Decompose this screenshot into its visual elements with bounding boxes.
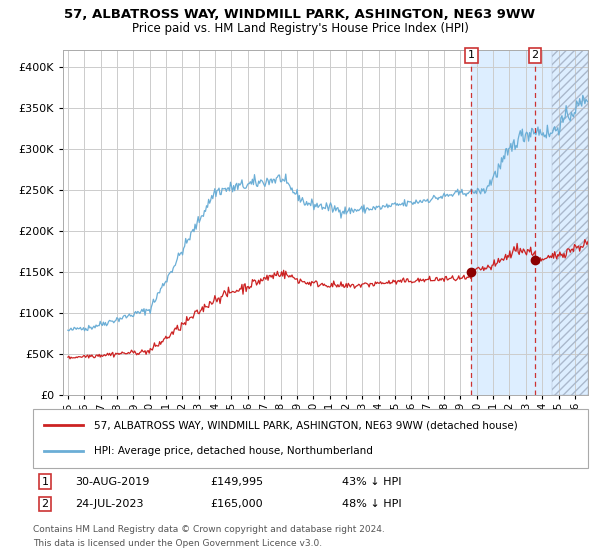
Text: 1: 1 bbox=[468, 50, 475, 60]
Bar bbox=[471, 50, 588, 395]
Text: Contains HM Land Registry data © Crown copyright and database right 2024.: Contains HM Land Registry data © Crown c… bbox=[33, 525, 385, 534]
Text: 57, ALBATROSS WAY, WINDMILL PARK, ASHINGTON, NE63 9WW: 57, ALBATROSS WAY, WINDMILL PARK, ASHING… bbox=[64, 8, 536, 21]
Text: 2: 2 bbox=[41, 499, 49, 509]
Bar bbox=[551, 50, 588, 395]
Text: 24-JUL-2023: 24-JUL-2023 bbox=[75, 499, 143, 509]
Text: 48% ↓ HPI: 48% ↓ HPI bbox=[342, 499, 401, 509]
Bar bbox=[551, 50, 588, 395]
Text: HPI: Average price, detached house, Northumberland: HPI: Average price, detached house, Nort… bbox=[94, 446, 373, 456]
Text: 43% ↓ HPI: 43% ↓ HPI bbox=[342, 477, 401, 487]
Text: 2: 2 bbox=[532, 50, 539, 60]
Text: £149,995: £149,995 bbox=[210, 477, 263, 487]
Text: This data is licensed under the Open Government Licence v3.0.: This data is licensed under the Open Gov… bbox=[33, 539, 322, 548]
FancyBboxPatch shape bbox=[33, 409, 588, 468]
Text: Price paid vs. HM Land Registry's House Price Index (HPI): Price paid vs. HM Land Registry's House … bbox=[131, 22, 469, 35]
Text: 30-AUG-2019: 30-AUG-2019 bbox=[75, 477, 149, 487]
Text: £165,000: £165,000 bbox=[210, 499, 263, 509]
Text: 1: 1 bbox=[41, 477, 49, 487]
Text: 57, ALBATROSS WAY, WINDMILL PARK, ASHINGTON, NE63 9WW (detached house): 57, ALBATROSS WAY, WINDMILL PARK, ASHING… bbox=[94, 420, 518, 430]
